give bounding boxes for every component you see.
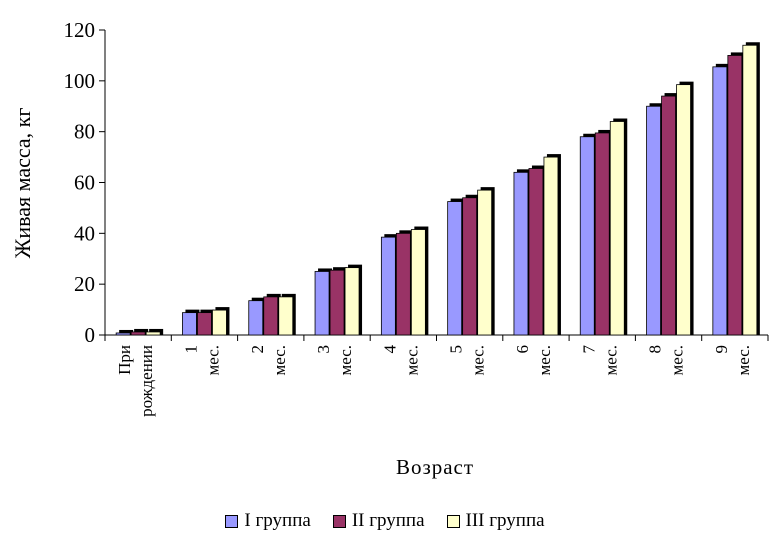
bar	[182, 312, 197, 336]
bar	[314, 271, 330, 336]
bar	[661, 95, 676, 336]
bar	[477, 189, 493, 336]
legend-item-group-1: I группа	[225, 510, 311, 532]
y-tick-label: 100	[64, 69, 96, 93]
bar	[212, 309, 227, 336]
bar	[447, 201, 463, 336]
y-tick-label: 120	[64, 18, 96, 42]
bar	[712, 66, 728, 336]
y-tick-label: 60	[74, 171, 95, 195]
legend-label-group-2: II группа	[351, 510, 425, 531]
bar	[410, 229, 426, 336]
bar	[329, 269, 345, 336]
x-tick-label: мес.	[336, 345, 355, 376]
bar	[248, 300, 264, 336]
bar	[380, 236, 396, 336]
legend-swatch-group-2	[332, 514, 346, 528]
x-tick-label: рождении	[137, 345, 156, 417]
x-tick-label: мес.	[469, 345, 488, 376]
x-tick-label: мес.	[203, 345, 222, 376]
x-tick-label: При	[115, 345, 134, 375]
legend-swatch-group-3	[446, 514, 460, 528]
legend-item-group-2: II группа	[332, 510, 425, 532]
bar	[344, 267, 360, 336]
y-tick-label: 20	[74, 272, 95, 296]
bar	[115, 332, 131, 336]
bar	[513, 171, 529, 336]
x-tick-label: 3	[314, 345, 333, 354]
x-tick-label: мес.	[601, 345, 620, 376]
bar	[130, 331, 146, 336]
legend: I группа II группа III группа	[0, 510, 770, 532]
bar	[579, 136, 595, 336]
bar	[727, 55, 743, 336]
x-tick-label: 2	[248, 345, 267, 354]
y-tick-label: 40	[74, 221, 95, 245]
bar	[462, 197, 478, 336]
bar	[395, 232, 411, 336]
bar	[197, 312, 212, 336]
x-tick-label: 8	[646, 345, 665, 354]
bar	[543, 156, 559, 336]
bar	[742, 44, 758, 336]
legend-swatch-group-1	[225, 514, 239, 528]
x-tick-label: мес.	[668, 345, 687, 376]
legend-item-group-3: III группа	[446, 510, 545, 532]
x-tick-label: мес.	[270, 345, 289, 376]
legend-label-group-3: III группа	[465, 510, 545, 531]
bar-shadow	[119, 329, 134, 335]
x-tick-label: мес.	[734, 345, 753, 376]
bar	[145, 331, 161, 336]
x-tick-label: мес.	[535, 345, 554, 376]
x-axis-label: Возраст	[396, 455, 474, 479]
y-axis-label: Живая масса, кг	[10, 108, 35, 259]
x-tick-label: 9	[712, 345, 731, 354]
x-tick-label: 5	[447, 345, 466, 354]
bar	[646, 105, 661, 336]
y-tick-label: 80	[74, 120, 95, 144]
x-tick-label: 6	[513, 345, 532, 354]
legend-label-group-1: I группа	[244, 510, 311, 531]
bar	[609, 121, 625, 336]
bar	[263, 296, 279, 336]
x-tick-label: 7	[579, 345, 598, 354]
y-tick-label: 0	[85, 323, 96, 347]
bar	[278, 296, 294, 336]
bar	[594, 132, 610, 336]
x-tick-label: 1	[181, 345, 200, 354]
bar	[528, 168, 544, 336]
x-tick-label: 4	[380, 345, 399, 354]
bar	[676, 84, 691, 336]
x-tick-label: мес.	[402, 345, 421, 376]
